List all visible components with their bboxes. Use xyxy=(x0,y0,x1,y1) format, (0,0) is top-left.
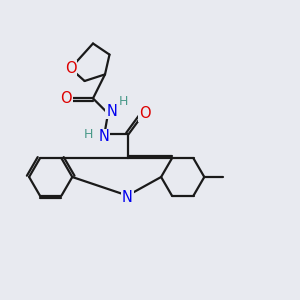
Text: N: N xyxy=(106,103,117,118)
Text: N: N xyxy=(98,129,109,144)
Text: O: O xyxy=(65,61,76,76)
Text: O: O xyxy=(139,106,150,122)
Text: H: H xyxy=(84,128,94,142)
Text: H: H xyxy=(119,95,128,108)
Text: O: O xyxy=(60,91,72,106)
Text: N: N xyxy=(122,190,133,205)
